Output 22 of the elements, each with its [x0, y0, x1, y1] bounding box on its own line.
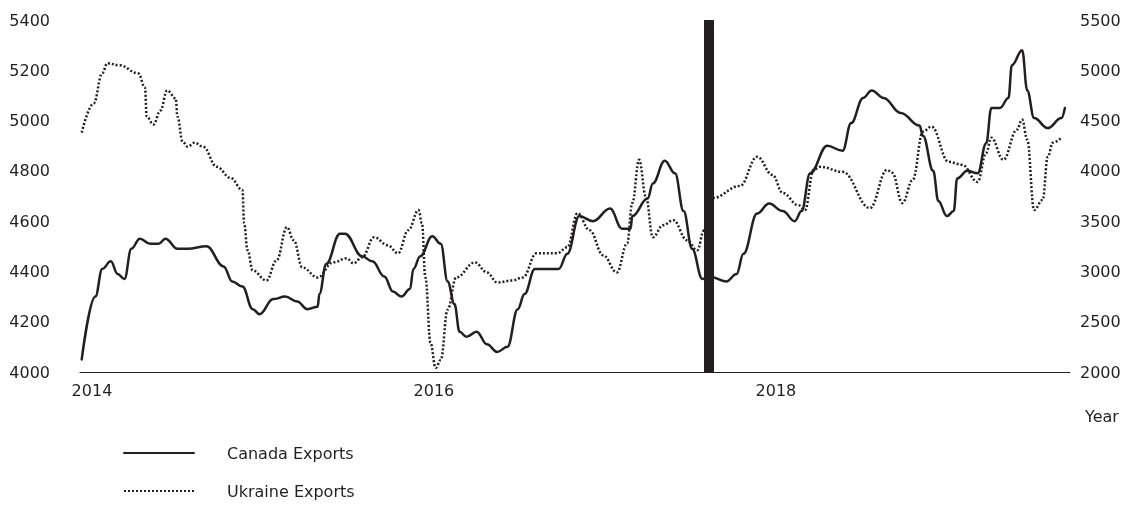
y2-tick-label: 2500: [1080, 312, 1121, 332]
y2-tick-label: 5500: [1080, 10, 1121, 30]
legend-label: Ukraine Exports: [227, 481, 355, 501]
x-axis-title: Year: [1084, 406, 1120, 426]
legend-label: Canada Exports: [227, 443, 354, 463]
y-tick-label: 4200: [9, 312, 50, 332]
y-tick-label: 4400: [9, 261, 50, 281]
y-tick-label: 4000: [9, 362, 50, 382]
x-tick-label: 2018: [755, 380, 797, 400]
y2-tick-label: 3000: [1080, 261, 1121, 281]
y-tick-label: 4800: [9, 161, 50, 181]
y2-tick-label: 4000: [1080, 161, 1121, 181]
y-tick-label: 5000: [9, 111, 50, 131]
y2-tick-label: 5000: [1080, 60, 1121, 80]
x-tick-label: 2016: [413, 380, 455, 400]
y-tick-label: 5400: [9, 10, 50, 30]
y2-tick-label: 3500: [1080, 211, 1121, 231]
x-tick-label: 2014: [71, 380, 113, 400]
y2-tick-label: 2000: [1080, 362, 1121, 382]
y-tick-label: 4600: [9, 211, 50, 231]
y2-tick-label: 4500: [1080, 111, 1121, 131]
y-tick-label: 5200: [9, 60, 50, 80]
